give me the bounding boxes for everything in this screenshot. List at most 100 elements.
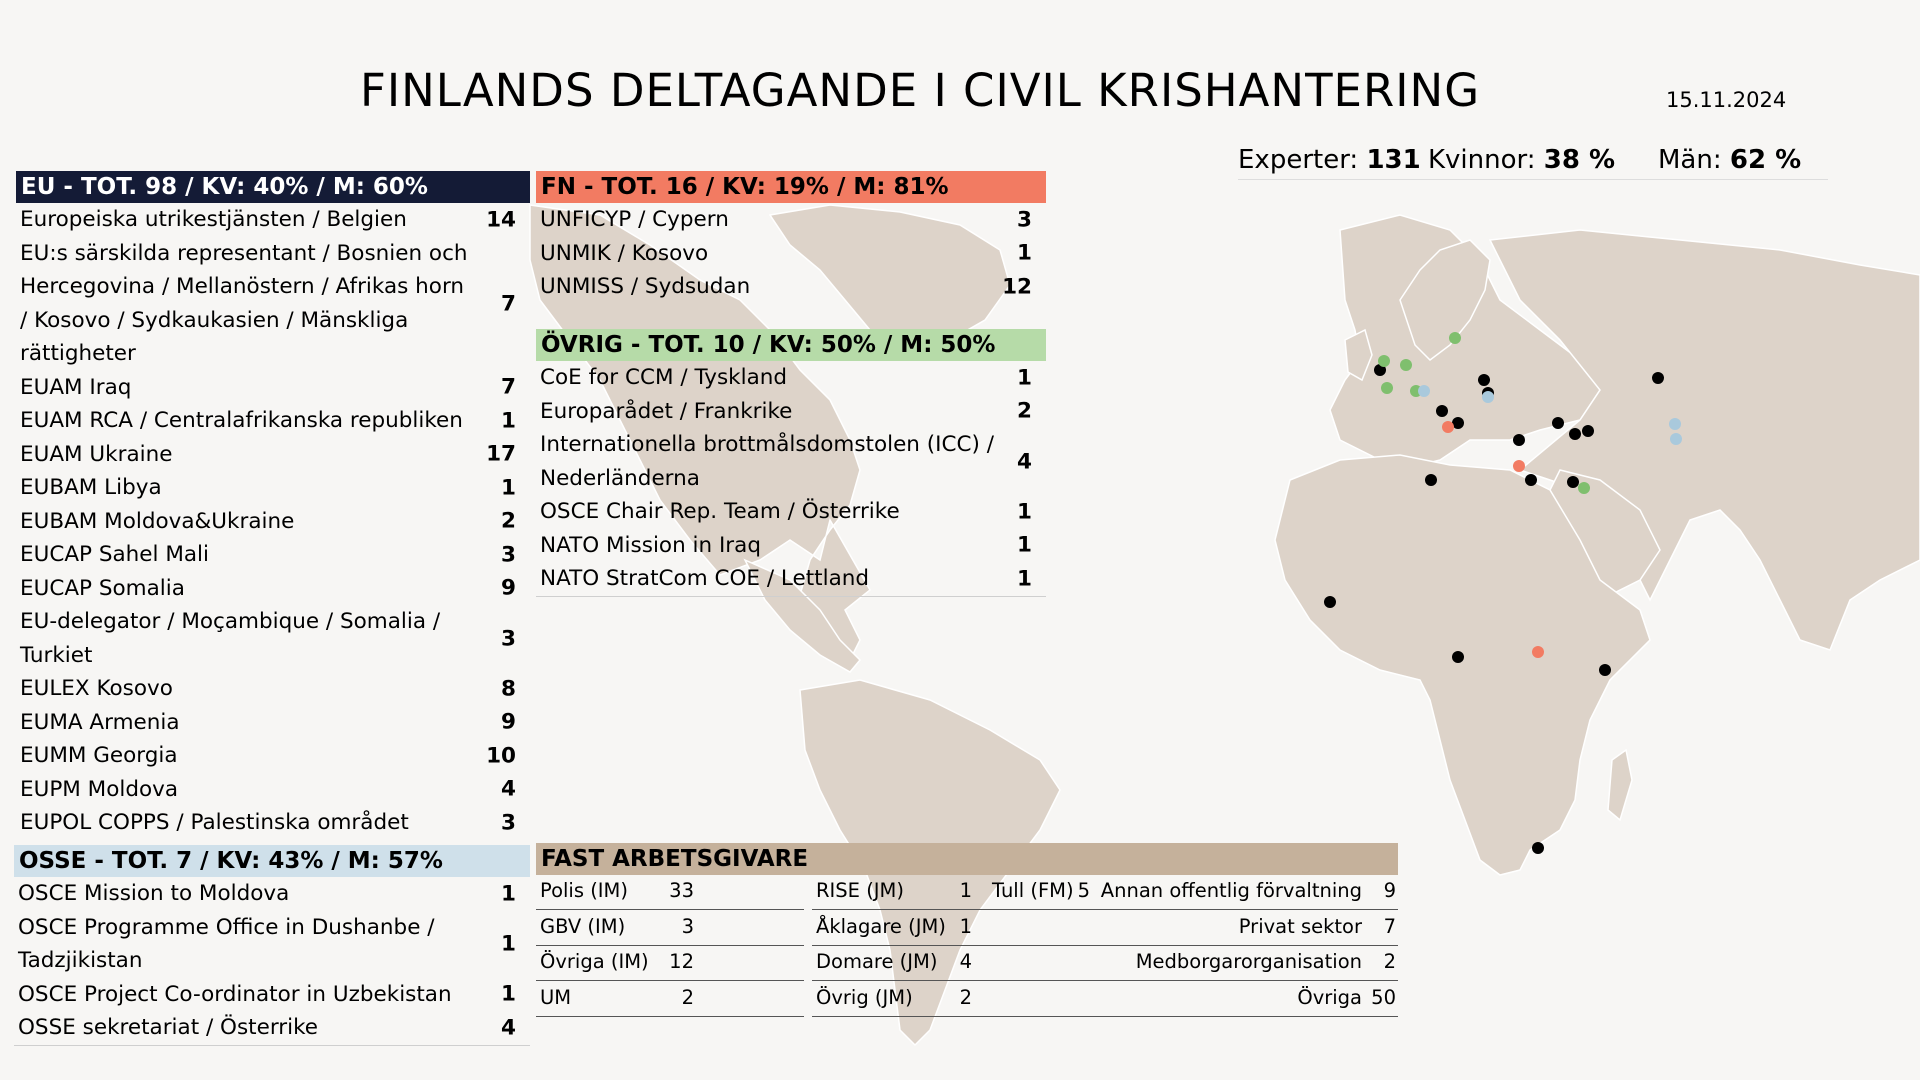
experts-stat: Experter: 131 <box>1238 145 1421 175</box>
item-count: 1 <box>501 931 516 957</box>
marker-eu-iraq <box>1567 476 1579 488</box>
marker-eu-armenia <box>1569 428 1581 440</box>
list-item: NATO StratCom COE / Lettland 1 <box>536 562 1046 596</box>
item-count: 4 <box>501 1015 516 1040</box>
item-label: UNMISS / Sydsudan <box>540 274 751 299</box>
employer-count: 5 <box>1077 879 1090 902</box>
row-divider <box>536 909 804 910</box>
employer-count: 50 <box>1371 985 1396 1009</box>
fast-header: FAST ARBETSGIVARE <box>536 843 1398 875</box>
employer-count: 2 <box>1383 950 1396 973</box>
item-count: 9 <box>501 575 516 601</box>
list-item: EUBAM Libya 1 <box>16 471 530 505</box>
row-divider <box>536 944 804 946</box>
marker-layer <box>1324 332 1682 854</box>
marker-eu-belgien <box>1374 364 1386 376</box>
list-item: EUMM Georgia 10 <box>16 739 530 773</box>
item-count: 1 <box>1017 499 1032 524</box>
eu-header: EU - TOT. 98 / KV: 40% / M: 60% <box>16 171 530 203</box>
item-label: OSCE Project Co-ordinator in Uzbekistan <box>18 981 452 1007</box>
marker-eu-bosnien <box>1452 417 1464 429</box>
row-divider <box>1076 909 1398 910</box>
list-item: EUAM RCA / Centralafrikanska republiken 1 <box>16 404 530 438</box>
employer-label: Annan offentlig förvaltning <box>1100 879 1362 902</box>
page-title: FINLANDS DELTAGANDE I CIVIL KRISHANTERIN… <box>359 64 1481 117</box>
item-label: Europarådet / Frankrike <box>540 398 793 424</box>
list-item: OSCE Programme Office in Dushanbe / Tadz… <box>14 911 530 978</box>
employer-label: Övriga (IM) <box>540 950 649 973</box>
list-item: EU-delegator / Moçambique / Somalia / Tu… <box>16 605 530 672</box>
item-count: 1 <box>1017 240 1032 266</box>
ovrig-panel: ÖVRIG - TOT. 10 / KV: 50% / M: 50% CoE f… <box>536 329 1046 597</box>
item-count: 7 <box>501 374 516 400</box>
list-item: EUPM Moldova 4 <box>16 773 530 807</box>
item-label: EUPOL COPPS / Palestinska området <box>20 810 409 835</box>
central-america-landmass <box>743 558 862 673</box>
marker-fn-kosovo <box>1442 421 1454 433</box>
item-count: 3 <box>1017 207 1032 232</box>
item-label: EUAM Ukraine <box>20 441 173 467</box>
item-count: 14 <box>486 207 516 232</box>
item-label: Europeiska utrikestjänsten / Belgien <box>20 207 407 232</box>
row-divider <box>1076 944 1398 946</box>
item-label: Internationella brottmålsdomstolen (ICC)… <box>540 432 994 491</box>
marker-ovrig-lettland <box>1449 332 1461 344</box>
item-count: 1 <box>1017 532 1032 558</box>
marker-eu-libya <box>1425 474 1437 486</box>
item-label: EUMM Georgia <box>20 743 178 768</box>
employer-count: 1 <box>959 879 972 902</box>
item-count: 1 <box>1017 566 1032 591</box>
employer-label: Domare (JM) <box>816 950 938 973</box>
marker-ovrig-frankrike <box>1381 382 1393 394</box>
list-item: EUCAP Sahel Mali 3 <box>16 538 530 572</box>
employer-label: Tull (FM) <box>992 879 1074 902</box>
employer-label: RISE (JM) <box>816 879 904 902</box>
employer-count: 7 <box>1383 914 1396 938</box>
fast-grid: Polis (IM) 33 GBV (IM) 3 Övriga (IM) 12 UM 2 RIS… <box>536 875 1398 1017</box>
row-divider <box>812 944 1076 946</box>
list-item: OSCE Mission to Moldova 1 <box>14 877 530 911</box>
asia-landmass <box>1488 229 1920 651</box>
item-count: 3 <box>501 542 516 567</box>
item-count: 3 <box>501 625 516 651</box>
item-count: 1 <box>501 408 516 433</box>
item-label: OSCE Mission to Moldova <box>18 881 290 906</box>
list-item: CoE for CCM / Tyskland 1 <box>536 361 1046 395</box>
list-item: Europeiska utrikestjänsten / Belgien 14 <box>16 203 530 237</box>
item-label: OSSE sekretariat / Österrike <box>18 1015 319 1040</box>
ovrig-rows: CoE for CCM / Tyskland 1 Europarådet / Fra… <box>536 361 1046 597</box>
madagascar-landmass <box>1607 748 1633 822</box>
osse-header: OSSE - TOT. 7 / KV: 43% / M: 57% <box>14 845 530 877</box>
row-divider <box>536 980 804 981</box>
item-label: EUAM Iraq <box>20 374 132 400</box>
list-item: UNFICYP / Cypern 3 <box>536 203 1046 237</box>
employer-label: GBV (IM) <box>540 914 626 938</box>
africa-landmass <box>1274 454 1651 876</box>
employer-label: UM <box>540 985 572 1009</box>
item-label: EUPM Moldova <box>20 776 179 802</box>
employer-label: Privat sektor <box>1238 914 1362 938</box>
men-stat: Män: 62 % <box>1658 145 1802 175</box>
item-label: UNMIK / Kosovo <box>540 240 709 266</box>
item-count: 17 <box>486 441 516 467</box>
list-item: EUCAP Somalia 9 <box>16 572 530 606</box>
row-divider <box>812 909 1076 910</box>
item-label: EUMA Armenia <box>20 709 180 735</box>
employer-count: 2 <box>959 985 972 1009</box>
list-item: EUPOL COPPS / Palestinska området 3 <box>16 806 530 840</box>
item-label: NATO Mission in Iraq <box>540 532 761 558</box>
item-label: OSCE Programme Office in Dushanbe / Tadz… <box>18 914 435 974</box>
employer-label: Medborgarorganisation <box>1135 950 1362 973</box>
employer-label: Övriga <box>1297 985 1362 1009</box>
row-divider <box>536 1015 804 1017</box>
list-item: EUBAM Moldova&Ukraine 2 <box>16 505 530 539</box>
marker-fn-cypern <box>1513 460 1525 472</box>
eu-panel: EU - TOT. 98 / KV: 40% / M: 60% Europeis… <box>16 171 530 840</box>
item-count: 1 <box>501 881 516 906</box>
item-count: 1 <box>1017 365 1032 390</box>
item-label: EU:s särskilda representant / Bosnien oc… <box>20 240 468 367</box>
british-isles-landmass <box>1344 328 1373 382</box>
employer-label: Övrig (JM) <box>816 985 913 1009</box>
item-count: 4 <box>1017 448 1032 474</box>
marker-eu-armenia-2 <box>1582 425 1594 437</box>
